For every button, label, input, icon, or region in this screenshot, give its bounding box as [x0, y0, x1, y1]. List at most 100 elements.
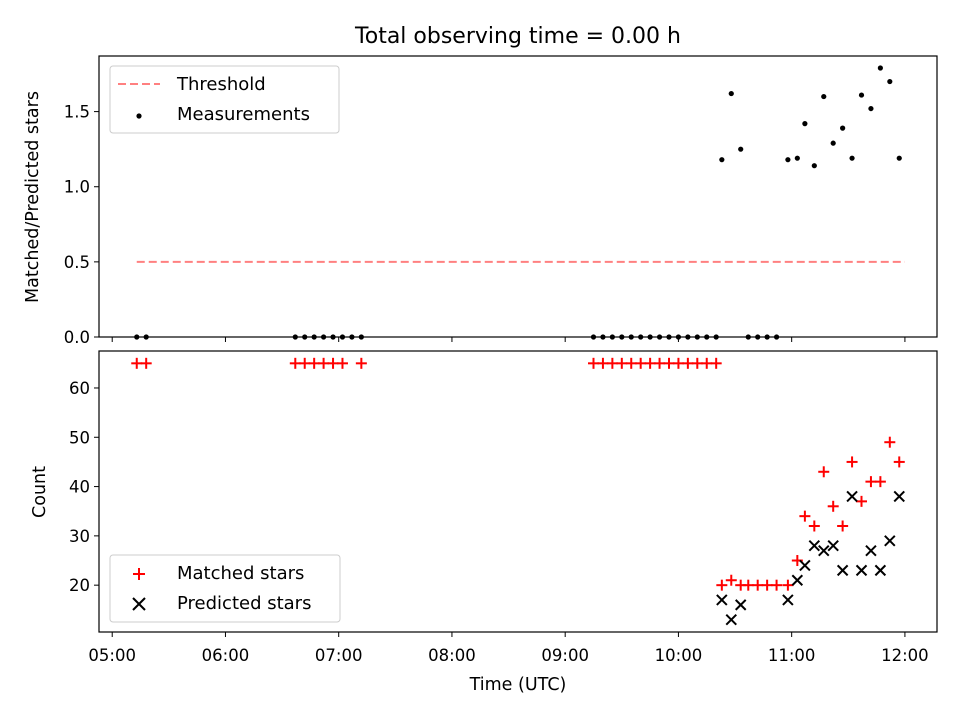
- y-tick-label: 20: [69, 576, 90, 595]
- predicted-star-marker-b: [836, 564, 849, 577]
- matched-star-point: [625, 357, 637, 369]
- matched-star-point: [893, 456, 905, 468]
- matched-star-point: [691, 357, 703, 369]
- predicted-star-marker-b: [818, 544, 830, 557]
- predicted-star-point: [827, 540, 839, 552]
- y-tick-label: 40: [69, 478, 90, 497]
- matched-star-point: [701, 357, 713, 369]
- matched-star-point: [865, 476, 877, 488]
- predicted-star-point: [874, 564, 887, 577]
- predicted-star-point: [735, 599, 747, 611]
- measurement-point: [858, 92, 865, 98]
- predicted-star-marker-b: [874, 564, 887, 577]
- matched-star-point: [131, 357, 143, 369]
- legend-measurements-label: Measurements: [177, 104, 310, 125]
- predicted-star-marker-b: [884, 535, 896, 547]
- measurement-point: [896, 155, 902, 161]
- predicted-star-point: [836, 564, 849, 577]
- measurement-point: [794, 155, 800, 161]
- y-tick-label: 50: [69, 428, 90, 447]
- measurement-point: [785, 157, 791, 163]
- measurement-point: [877, 65, 883, 71]
- bottom-legend: Matched stars Predicted stars: [109, 554, 341, 623]
- x-tick-label: 08:00: [428, 646, 476, 665]
- bottom-x-ticks: 05:00 06:00 07:00 08:00 09:00 10:00 11:00 12:00: [88, 632, 929, 665]
- predicted-star-point: [893, 490, 905, 503]
- bottom-plot-marks: [131, 357, 905, 626]
- matched-star-point: [782, 579, 794, 591]
- x-tick-label: 11:00: [768, 646, 816, 665]
- top-y-ticks: 0.0 0.5 1.0 1.5: [64, 103, 99, 347]
- bottom-legend-box: [109, 554, 341, 623]
- y-tick-label: 1.5: [64, 103, 90, 122]
- matched-star-point: [663, 357, 675, 369]
- matched-star-point: [837, 520, 849, 532]
- x-tick-label: 10:00: [655, 646, 703, 665]
- matched-star-point: [752, 579, 764, 591]
- legend-matched-label: Matched stars: [177, 563, 304, 584]
- matched-star-point: [308, 357, 320, 369]
- top-x-ticks: [111, 337, 906, 342]
- predicted-star-point: [818, 544, 830, 557]
- chart-title: Total observing time = 0.00 h: [354, 24, 681, 49]
- y-tick-label: 1.0: [64, 178, 90, 197]
- matched-star-point: [140, 357, 152, 369]
- measurement-point: [849, 155, 855, 161]
- matched-star-point: [874, 476, 886, 488]
- bottom-panel: 20 30 40 50 60 05:00 06:00 07:00 08:00 09:00 10:0…: [30, 350, 938, 695]
- matched-star-point: [884, 436, 896, 448]
- matched-star-point: [616, 357, 628, 369]
- measurement-point: [738, 146, 744, 152]
- top-legend: Threshold Measurements: [109, 65, 340, 134]
- predicted-star-marker-b: [855, 564, 868, 577]
- predicted-star-marker-b: [791, 574, 804, 586]
- x-tick-label: 12:00: [881, 646, 929, 665]
- matched-star-point: [355, 357, 367, 369]
- bottom-y-axis-label: Count: [30, 466, 50, 518]
- top-panel: 0.0 0.5 1.0 1.5 Matched/Predicted stars Thr…: [23, 55, 938, 347]
- predicted-star-marker-b: [827, 540, 839, 552]
- measurement-point: [830, 140, 836, 146]
- legend-matched-swatch: [133, 568, 145, 580]
- predicted-star-point: [799, 559, 811, 572]
- matched-star-point: [635, 357, 647, 369]
- matched-star-point: [856, 495, 868, 507]
- matched-star-point: [716, 579, 728, 591]
- matched-star-point: [644, 357, 656, 369]
- matched-star-point: [682, 357, 694, 369]
- matched-star-point: [710, 357, 722, 369]
- measurement-point: [719, 157, 725, 163]
- matched-star-point: [808, 520, 820, 532]
- matched-star-point: [318, 357, 330, 369]
- predicted-star-point: [808, 540, 821, 552]
- y-tick-label: 0.0: [64, 328, 90, 347]
- predicted-star-marker-b: [725, 613, 737, 626]
- legend-predicted-swatch: [132, 597, 146, 611]
- top-y-axis-label: Matched/Predicted stars: [23, 91, 43, 303]
- predicted-star-marker-b: [735, 599, 747, 611]
- x-axis-label: Time (UTC): [469, 675, 567, 695]
- matched-star-point: [336, 357, 348, 369]
- predicted-star-marker-b: [893, 490, 905, 503]
- predicted-star-marker-b: [846, 490, 858, 503]
- matched-star-point: [289, 357, 301, 369]
- matched-star-point: [846, 456, 858, 468]
- measurement-point: [868, 105, 874, 112]
- matched-star-point: [827, 500, 839, 512]
- predicted-star-marker-b: [782, 594, 794, 606]
- matched-star-point: [771, 579, 783, 591]
- predicted-star-marker-b: [865, 544, 877, 557]
- x-tick-label: 09:00: [541, 646, 589, 665]
- predicted-star-marker-b: [808, 540, 821, 552]
- measurement-point: [840, 125, 846, 131]
- legend-measurements-swatch: [136, 113, 142, 119]
- x-tick-label: 07:00: [315, 646, 363, 665]
- top-legend-box: [109, 65, 340, 134]
- predicted-star-point: [791, 574, 804, 586]
- predicted-star-point: [716, 594, 728, 606]
- measurement-point: [802, 121, 808, 127]
- x-tick-label: 05:00: [88, 646, 136, 665]
- predicted-star-point: [855, 564, 868, 577]
- top-axes-frame: [98, 55, 938, 338]
